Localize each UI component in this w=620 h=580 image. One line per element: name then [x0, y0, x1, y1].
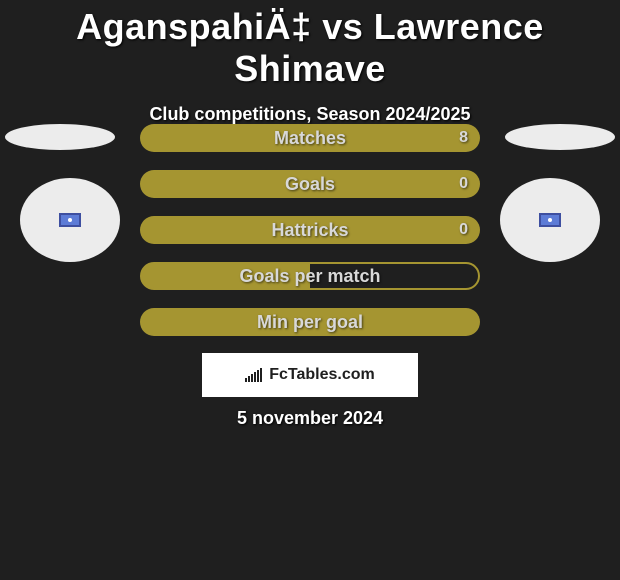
- bar-label: Min per goal: [257, 312, 363, 333]
- brand-text: FcTables.com: [269, 366, 375, 384]
- club-badge-right: [500, 178, 600, 262]
- brand-box[interactable]: FcTables.com: [202, 353, 418, 397]
- bar-min-per-goal: Min per goal: [140, 308, 480, 336]
- bar-goals-per-match: Goals per match: [140, 262, 480, 290]
- date-label: 5 november 2024: [0, 408, 620, 429]
- shield-icon: [59, 213, 81, 227]
- bar-label: Goals: [285, 174, 335, 195]
- bar-matches: Matches 8: [140, 124, 480, 152]
- page-title: AganspahiÄ‡ vs Lawrence Shimave: [0, 0, 620, 90]
- stats-bars: Matches 8 Goals 0 Hattricks 0 Goals per …: [140, 124, 480, 336]
- bar-value: 8: [459, 129, 468, 147]
- bar-value: 0: [459, 175, 468, 193]
- bar-label: Matches: [274, 128, 346, 149]
- bar-goals: Goals 0: [140, 170, 480, 198]
- shield-icon: [539, 213, 561, 227]
- avatar-right-placeholder: [505, 124, 615, 150]
- club-badge-left: [20, 178, 120, 262]
- bar-label: Hattricks: [271, 220, 348, 241]
- subtitle: Club competitions, Season 2024/2025: [0, 104, 620, 125]
- bar-hattricks: Hattricks 0: [140, 216, 480, 244]
- bar-chart-icon: [245, 368, 265, 382]
- bar-label: Goals per match: [239, 266, 380, 287]
- bar-value: 0: [459, 221, 468, 239]
- avatar-left-placeholder: [5, 124, 115, 150]
